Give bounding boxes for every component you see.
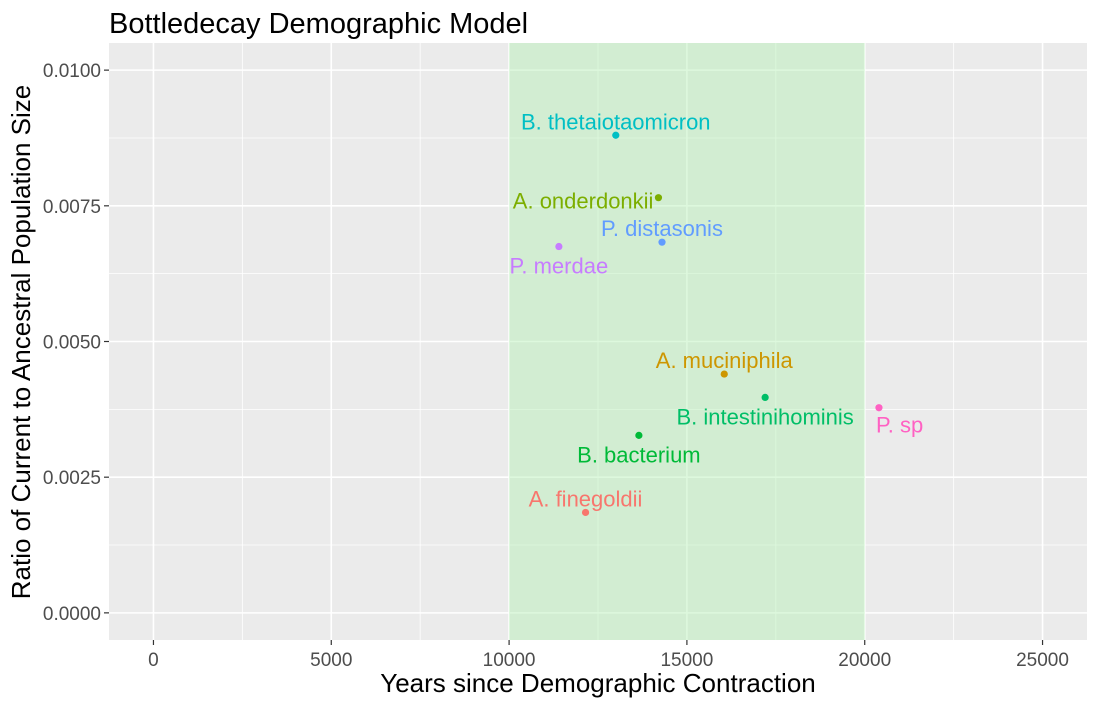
data-point	[720, 370, 728, 378]
x-tick-label: 5000	[310, 650, 352, 671]
point-label: A. finegoldii	[529, 486, 643, 511]
y-tick-label: 0.0000	[43, 604, 101, 625]
chart-title: Bottledecay Demographic Model	[109, 8, 528, 40]
data-point	[658, 238, 666, 246]
x-tick-label: 15000	[660, 650, 713, 671]
x-tick-label: 25000	[1016, 650, 1069, 671]
data-point	[635, 431, 643, 439]
plot-area: 0 5000 10000 15000 20000 25000 0.0000 0.0025 0.0…	[43, 43, 1087, 671]
point-label: P. merdae	[510, 254, 609, 279]
x-tick-label: 0	[148, 650, 159, 671]
y-axis-label: Ratio of Current to Ancestral Population…	[6, 85, 36, 600]
x-tick-label: 10000	[483, 650, 536, 671]
shaded-region	[509, 43, 865, 640]
point-label: B. thetaiotaomicron	[521, 109, 711, 134]
point-label: P. sp	[876, 413, 923, 438]
data-point	[581, 508, 590, 517]
point-label: A. muciniphila	[656, 348, 794, 373]
y-tick-label: 0.0075	[43, 197, 101, 218]
x-axis-label: Years since Demographic Contraction	[380, 668, 816, 698]
x-tick-label: 20000	[838, 650, 891, 671]
data-point	[761, 393, 769, 402]
y-tick-label: 0.0050	[43, 333, 101, 354]
data-point	[875, 404, 883, 412]
y-tick-label: 0.0025	[43, 468, 101, 489]
data-point	[654, 194, 663, 202]
data-point	[555, 242, 563, 251]
data-point	[612, 131, 620, 139]
point-label: A. onderdonkii	[513, 189, 654, 214]
y-tick-label: 0.0100	[43, 61, 101, 82]
point-label: B. intestinihominis	[676, 404, 853, 429]
point-label: P. distasonis	[601, 216, 723, 241]
point-label: B. bacterium	[577, 442, 701, 467]
